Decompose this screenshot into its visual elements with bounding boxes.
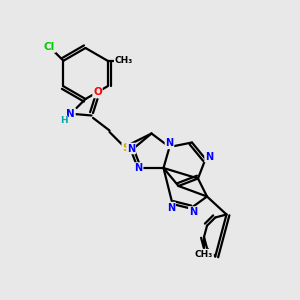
Text: Cl: Cl	[44, 42, 55, 52]
Text: CH₃: CH₃	[195, 250, 213, 259]
Text: S: S	[122, 143, 130, 154]
Text: N: N	[165, 138, 174, 148]
Text: O: O	[93, 87, 102, 98]
Text: N: N	[167, 202, 175, 213]
Text: N: N	[127, 143, 135, 154]
Text: N: N	[134, 163, 143, 173]
Text: CH₃: CH₃	[115, 56, 133, 65]
Text: N: N	[66, 109, 75, 119]
Text: H: H	[60, 116, 68, 125]
Text: N: N	[205, 152, 213, 162]
Text: N: N	[189, 207, 197, 217]
